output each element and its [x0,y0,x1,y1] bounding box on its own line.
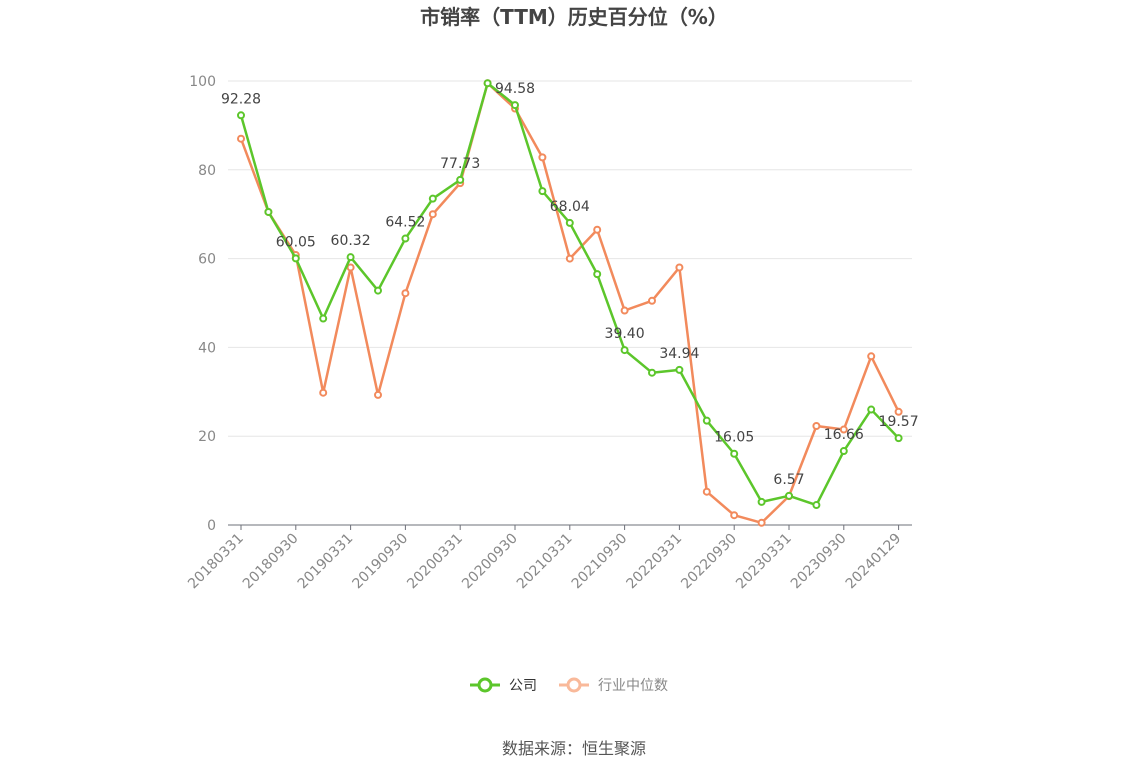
data-point-industry [702,487,711,496]
data-point-company [894,434,903,443]
data-point-industry [374,390,382,399]
x-tick-label: 20190331 [295,531,357,593]
data-point-industry [675,263,684,272]
data-point-company [839,447,848,456]
data-label: 92.28 [221,91,261,107]
data-point-industry [319,388,328,397]
data-label: 16.05 [714,430,754,446]
data-point-company [593,270,602,279]
data-point-company [401,234,410,243]
y-tick-label: 80 [198,163,216,179]
data-point-company [620,346,629,355]
data-point-industry [565,254,574,263]
data-point-industry [757,518,766,527]
data-point-company [675,365,684,374]
legend[interactable]: 公司 行业中位数 [470,677,668,694]
data-label: 94.58 [495,81,535,97]
data-label: 16.66 [824,427,864,443]
x-tick-label: 20200331 [404,531,466,593]
y-tick-label: 40 [198,340,216,356]
x-tick-label: 20190930 [350,531,412,593]
chart-title: 市销率（TTM）历史百分位（%） [420,5,728,29]
data-point-company [867,405,876,414]
x-tick-label: 20220930 [678,531,740,593]
y-tick-label: 20 [198,429,216,445]
legend-industry-label: 行业中位数 [598,678,668,694]
x-tick-label: 20230930 [788,531,850,593]
data-label: 6.57 [773,472,804,488]
x-tick-label: 20210331 [514,531,576,593]
data-label: 19.57 [879,414,919,430]
data-point-company [757,497,766,506]
data-point-company [538,187,547,196]
legend-company-label: 公司 [509,678,537,694]
legend-industry-marker [566,677,582,693]
legend-item-industry[interactable]: 行业中位数 [559,677,668,694]
data-point-company [291,254,300,263]
data-point-company [264,207,273,216]
data-point-industry [648,296,656,305]
data-point-industry [593,225,602,234]
data-point-company [456,175,465,184]
data-label: 39.40 [605,326,645,342]
data-point-company [346,253,355,262]
data-labels: 92.28 60.05 60.32 64.52 77.73 94.58 68.04 39.40… [221,81,919,488]
data-point-company [428,194,437,203]
data-label: 68.04 [550,199,590,215]
data-point-industry [839,425,848,434]
x-tick-label: 20220331 [624,531,686,593]
x-tick-label: 20180930 [240,531,302,593]
series-line-industry [239,81,900,525]
data-point-industry [730,511,739,520]
data-point-industry [237,134,245,143]
data-label: 60.05 [276,234,316,250]
legend-item-company[interactable]: 公司 [470,677,537,694]
data-source: 数据来源：恒生聚源 [502,739,646,758]
data-point-company [511,101,519,110]
y-tick-label: 100 [189,74,216,90]
data-point-company [785,491,793,500]
x-tick-label: 20240129 [843,531,905,593]
y-tick-label: 60 [198,252,216,268]
data-point-company [565,218,574,227]
data-label: 77.73 [440,156,480,172]
data-point-company [237,111,245,120]
data-point-industry [401,289,410,298]
data-point-company [319,314,328,323]
data-point-company [648,368,656,377]
data-label: 34.94 [659,346,699,362]
x-tick-label: 20180331 [185,531,247,593]
data-point-industry [538,153,547,162]
series-line-company [239,81,900,507]
data-point-industry [428,210,437,219]
data-point-industry [867,352,876,361]
data-point-company [483,79,492,88]
x-tick-label: 20230331 [733,531,795,593]
y-tick-label: 0 [207,518,216,534]
series-lines [237,79,903,527]
data-point-company [702,416,711,425]
data-point-industry [894,407,903,416]
data-point-company [730,449,739,458]
data-label: 64.52 [385,215,425,231]
data-point-industry [812,421,821,430]
data-point-industry [346,263,355,272]
x-axis: 2018033120180930201903312019093020200331… [185,524,912,593]
data-point-company [812,501,821,510]
data-point-industry [620,306,629,315]
x-tick-label: 20210930 [569,531,631,593]
y-axis-ticks: 0 20 40 60 80 100 [189,74,216,534]
x-tick-label: 20200930 [459,531,521,593]
legend-company-marker [477,677,493,693]
data-point-company [374,286,382,295]
data-label: 60.32 [331,233,371,249]
